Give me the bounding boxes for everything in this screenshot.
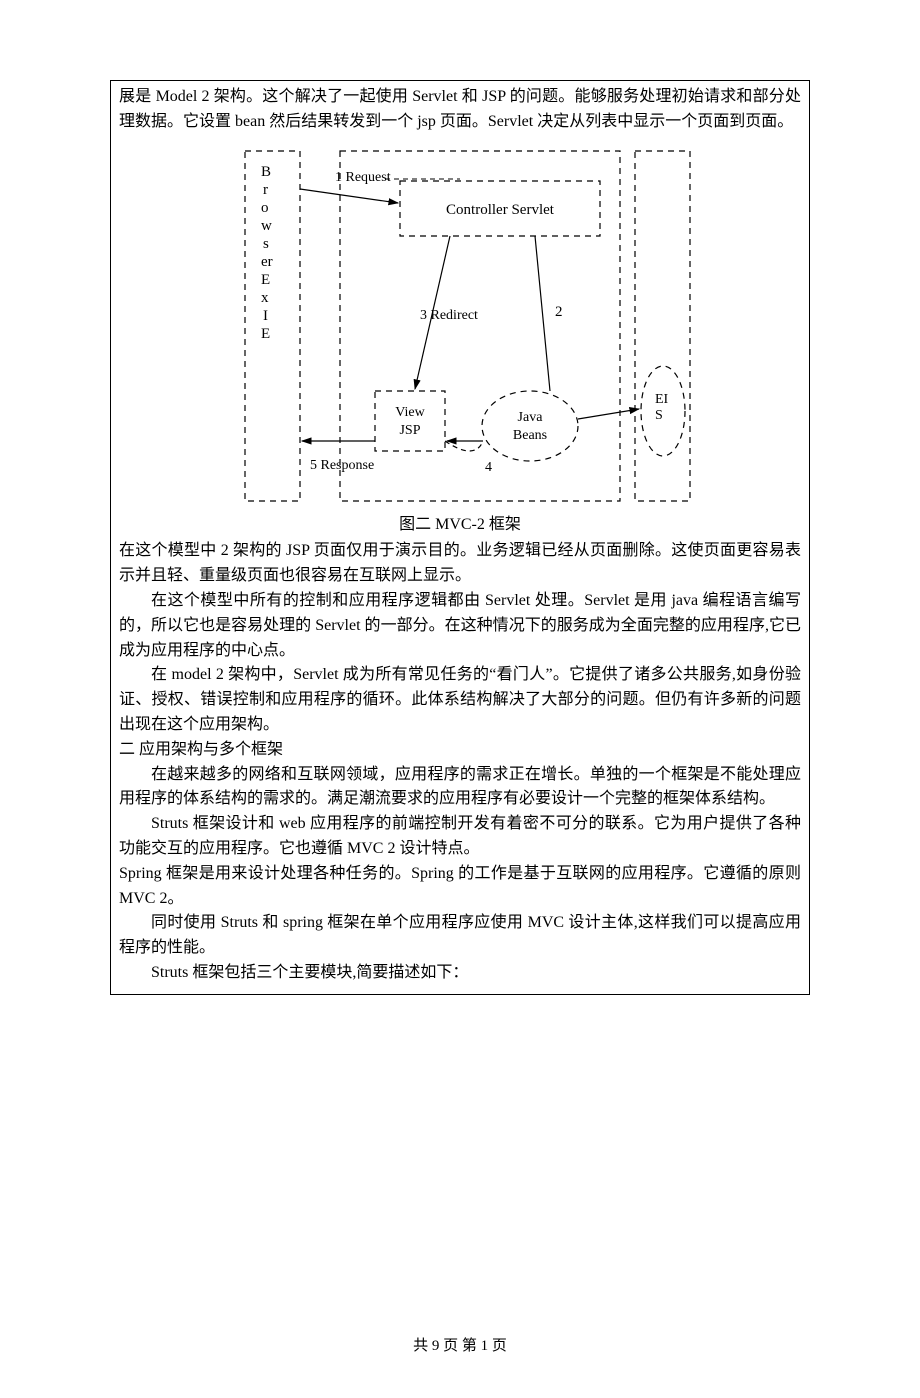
eis-line2: S <box>655 408 663 423</box>
p7: Spring 框架是用来设计处理各种任务的。Spring 的工作是基于互联网的应… <box>119 862 801 912</box>
response-label: 5 Response <box>310 458 374 473</box>
diagram-caption: 图二 MVC-2 框架 <box>119 513 801 538</box>
p5: 在越来越多的网络和互联网领域，应用程序的需求正在增长。单独的一个框架是不能处理应… <box>119 763 801 813</box>
redirect-label: 3 Redirect <box>420 308 478 323</box>
p6: Struts 框架设计和 web 应用程序的前端控制开发有着密不可分的联系。它为… <box>119 812 801 862</box>
controller-label: Controller Servlet <box>446 202 555 218</box>
page-content: 展是 Model 2 架构。这个解决了一起使用 Servlet 和 JSP 的问… <box>110 80 810 995</box>
eis-line1: EI <box>655 392 669 407</box>
section-heading-2: 二 应用架构与多个框架 <box>119 738 801 763</box>
view-line2: JSP <box>399 423 420 438</box>
page-footer: 共 9 页 第 1 页 <box>110 1335 810 1358</box>
request-label: 1 Request <box>335 170 391 185</box>
mvc2-diagram: B r o w s er E x I E Controller Servlet <box>119 141 801 511</box>
java-line2: Beans <box>513 428 547 443</box>
p8: 同时使用 Struts 和 spring 框架在单个应用程序应使用 MVC 设计… <box>119 911 801 961</box>
p4: 在 model 2 架构中，Servlet 成为所有常见任务的“看门人”。它提供… <box>119 663 801 737</box>
two-label: 2 <box>555 304 563 320</box>
p2: 在这个模型中 2 架构的 JSP 页面仅用于演示目的。业务逻辑已经从页面删除。这… <box>119 539 801 589</box>
p9: Struts 框架包括三个主要模块,简要描述如下： <box>119 961 801 986</box>
intro-paragraph: 展是 Model 2 架构。这个解决了一起使用 Servlet 和 JSP 的问… <box>119 85 801 135</box>
view-line1: View <box>395 405 425 420</box>
mvc2-svg: B r o w s er E x I E Controller Servlet <box>225 141 695 511</box>
four-label: 4 <box>485 460 492 475</box>
p3: 在这个模型中所有的控制和应用程序逻辑都由 Servlet 处理。Servlet … <box>119 589 801 663</box>
browser-label: B r o w s er E x I E <box>261 164 276 342</box>
java-line1: Java <box>518 410 544 425</box>
